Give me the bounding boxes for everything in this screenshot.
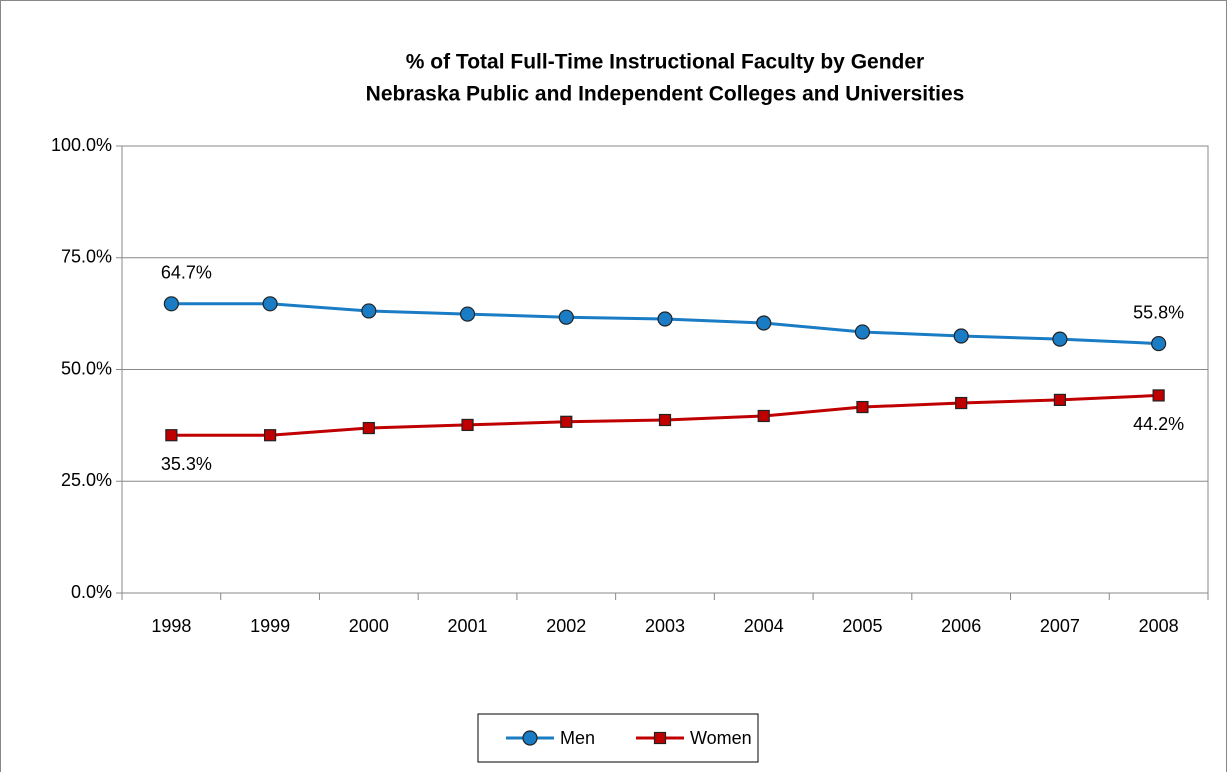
x-tick-label: 2007 [1040,616,1080,636]
x-tick-label: 2001 [448,616,488,636]
data-label: 44.2% [1133,414,1184,434]
marker [560,415,573,428]
x-tick-label: 2003 [645,616,685,636]
marker [1151,335,1167,352]
y-tick-label: 25.0% [61,470,112,490]
x-tick-label: 1998 [151,616,191,636]
marker [163,296,179,312]
x-tick-label: 1999 [250,616,290,636]
data-label: 64.7% [161,263,212,283]
chart-title: % of Total Full-Time Instructional Facul… [406,51,924,74]
x-tick-label: 2005 [842,616,882,636]
marker [262,296,278,312]
x-tick-label: 2000 [349,616,389,636]
marker [955,396,968,410]
marker [459,306,476,322]
legend-label: Women [690,728,752,748]
marker [263,429,277,442]
marker [657,311,673,327]
marker [854,324,871,340]
legend-marker [522,730,538,746]
marker [658,413,672,427]
legend-marker [653,731,667,745]
marker [1053,393,1067,406]
y-tick-label: 75.0% [61,247,112,267]
marker [461,418,474,432]
marker [856,400,869,414]
marker [165,429,178,442]
x-tick-label: 2006 [941,616,981,636]
data-label: 35.3% [161,454,212,474]
y-tick-label: 50.0% [61,358,112,378]
marker [1052,331,1068,347]
y-tick-label: 0.0% [71,582,112,602]
x-tick-label: 2004 [744,616,784,636]
marker [1152,389,1165,402]
chart-subtitle: Nebraska Public and Independent Colleges… [366,83,965,106]
marker [558,309,574,325]
marker [362,421,375,435]
marker [361,303,377,319]
y-tick-label: 100.0% [51,135,112,155]
data-label: 55.8% [1133,302,1184,322]
x-tick-label: 2002 [546,616,586,636]
marker [757,409,770,423]
marker [756,315,772,331]
marker [953,328,969,344]
legend-label: Men [560,728,595,748]
x-tick-label: 2008 [1139,616,1179,636]
